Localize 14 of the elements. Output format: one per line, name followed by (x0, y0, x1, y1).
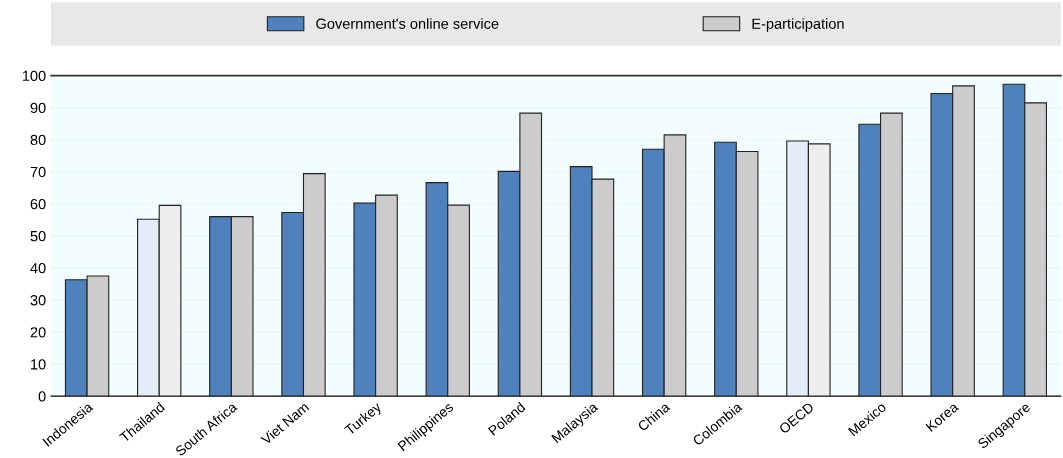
y-tick-label: 10 (31, 359, 46, 370)
y-tick-label: 40 (30, 263, 46, 274)
y-tick-label: 80 (30, 134, 46, 146)
y-tick-label: 30 (30, 295, 46, 306)
y-tick-label: 60 (30, 198, 46, 210)
y-tick-label: 70 (30, 166, 46, 178)
y-tick-label: 50 (30, 230, 46, 242)
x-tick-label: Viet Nam (259, 401, 310, 446)
legend-label: E-participation (752, 18, 844, 32)
y-tick-label: 90 (30, 102, 46, 114)
y-tick-label: 100 (22, 70, 46, 81)
y-tick-label: 0 (38, 391, 46, 402)
y-tick-label: 20 (30, 327, 46, 338)
legend-label: Government's online service (316, 18, 499, 29)
